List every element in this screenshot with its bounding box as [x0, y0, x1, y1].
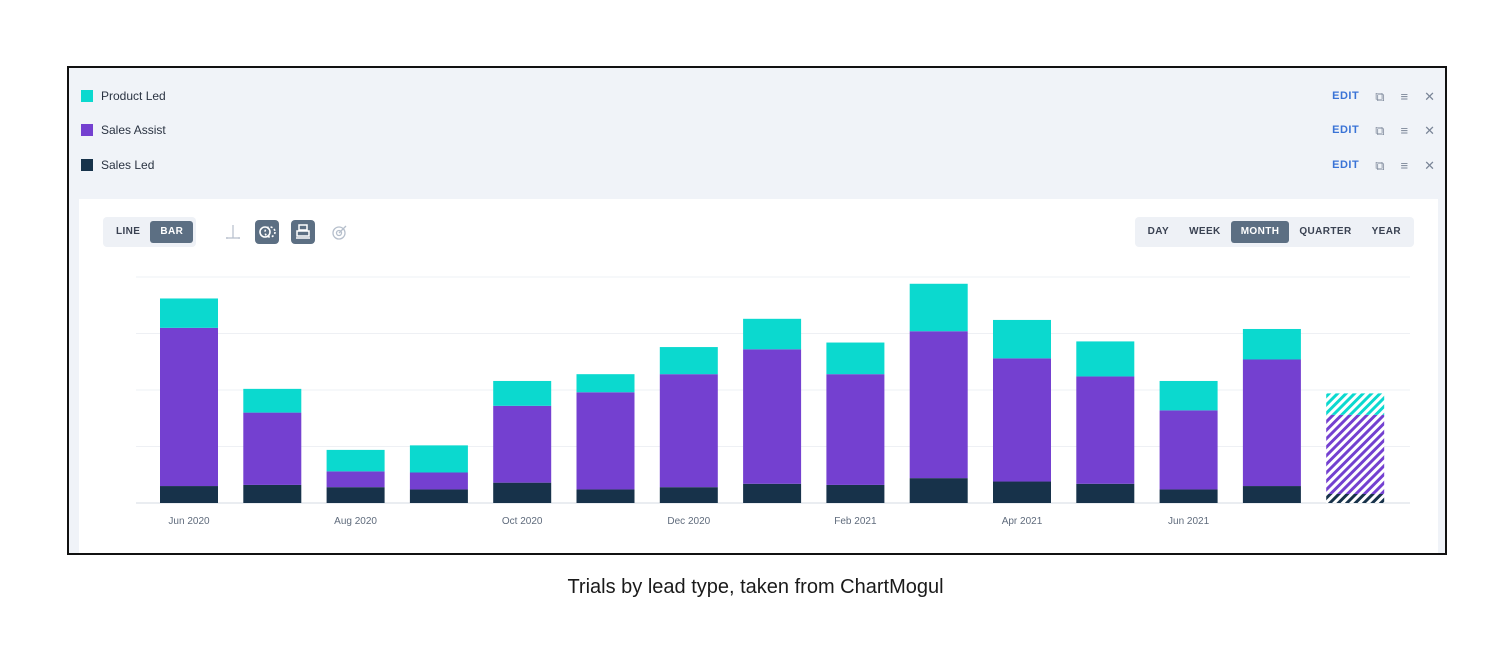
legend-label-sales-assist: Sales Assist: [101, 123, 166, 137]
menu-icon[interactable]: ≡: [1400, 157, 1409, 173]
bar-sales-assist[interactable]: [1326, 414, 1385, 494]
bar-product-led[interactable]: [659, 347, 718, 375]
bar-product-led[interactable]: [576, 374, 635, 393]
chart-panel: LINE BAR DAY WEEK MONTH QUARTER YEAR: [79, 199, 1438, 553]
bar-product-led[interactable]: [160, 298, 218, 328]
bar-sales-assist[interactable]: [493, 405, 552, 483]
bar-sales-assist[interactable]: [1076, 376, 1135, 484]
bar-sales-assist[interactable]: [659, 374, 718, 488]
close-icon[interactable]: ✕: [1424, 122, 1435, 138]
bar-chart: Jun 2020 Aug 2020 Oct 2020 Dec 2020 Feb 2021…: [136, 276, 1410, 527]
bar-sales-assist[interactable]: [826, 374, 885, 485]
menu-icon[interactable]: ≡: [1400, 88, 1409, 104]
x-tick-label: Jun 2021: [1168, 516, 1210, 527]
bar-product-led[interactable]: [493, 380, 552, 406]
bar-sales-led[interactable]: [493, 482, 552, 503]
bar-sales-led[interactable]: [909, 478, 968, 503]
x-tick-label: Oct 2020: [502, 516, 543, 527]
copy-icon[interactable]: ⧉: [1375, 157, 1385, 173]
bar-sales-led[interactable]: [743, 483, 802, 503]
legend-label-product-led: Product Led: [101, 89, 166, 103]
period-month[interactable]: MONTH: [1230, 221, 1290, 243]
x-tick-label: Feb 2021: [834, 516, 877, 527]
period-year[interactable]: YEAR: [1371, 226, 1401, 237]
bar-sales-assist[interactable]: [409, 472, 468, 490]
stack-icon[interactable]: [291, 220, 315, 244]
bar-product-led[interactable]: [1326, 393, 1385, 415]
bar-sales-led[interactable]: [326, 487, 385, 503]
legend-row-sales-led: Sales Led EDIT ⧉ ≡ ✕: [81, 154, 1435, 176]
copy-icon[interactable]: ⧉: [1375, 122, 1385, 138]
legend-row-sales-assist: Sales Assist EDIT ⧉ ≡ ✕: [81, 119, 1435, 141]
legend-label-sales-led: Sales Led: [101, 158, 155, 172]
bar-product-led[interactable]: [409, 445, 468, 473]
legend-swatch-sales-assist: [81, 124, 93, 136]
bar-product-led[interactable]: [909, 283, 968, 332]
bar-sales-assist[interactable]: [993, 358, 1051, 482]
bar-sales-assist[interactable]: [1159, 410, 1218, 490]
bar-sales-led[interactable]: [1242, 486, 1301, 503]
close-icon[interactable]: ✕: [1424, 88, 1435, 104]
legend-actions: EDIT ⧉ ≡ ✕: [1332, 159, 1435, 172]
figure-caption: Trials by lead type, taken from ChartMog…: [567, 576, 944, 598]
bar-sales-assist[interactable]: [743, 349, 802, 484]
period-day[interactable]: DAY: [1147, 226, 1170, 237]
bar-sales-led[interactable]: [1326, 493, 1385, 503]
bar-sales-led[interactable]: [243, 484, 302, 503]
bar-sales-led[interactable]: [993, 481, 1051, 503]
bar-sales-led[interactable]: [576, 489, 635, 503]
bar-sales-assist[interactable]: [243, 412, 302, 485]
legend-swatch-sales-led: [81, 159, 93, 171]
x-tick-label: Jun 2020: [168, 516, 210, 527]
bar-product-led[interactable]: [743, 318, 802, 350]
period-quarter[interactable]: QUARTER: [1299, 226, 1352, 237]
bar-sales-assist[interactable]: [576, 392, 635, 490]
edit-button[interactable]: EDIT: [1332, 124, 1360, 136]
legend-swatch-product-led: [81, 90, 93, 102]
bar-sales-assist[interactable]: [326, 471, 385, 488]
bar-sales-assist[interactable]: [909, 331, 968, 479]
bar-sales-led[interactable]: [160, 486, 218, 503]
bar-sales-led[interactable]: [1159, 489, 1218, 503]
x-tick-label: Aug 2020: [334, 516, 377, 527]
menu-icon[interactable]: ≡: [1400, 122, 1409, 138]
bar-sales-led[interactable]: [659, 487, 718, 503]
bar-toggle[interactable]: BAR: [150, 221, 194, 243]
legend-actions: EDIT ⧉ ≡ ✕: [1332, 124, 1435, 137]
legend-actions: EDIT ⧉ ≡ ✕: [1332, 90, 1435, 103]
edit-button[interactable]: EDIT: [1332, 159, 1360, 171]
chart-widget: Product Led EDIT ⧉ ≡ ✕ Sales Assist EDIT…: [67, 66, 1447, 555]
period-toggle: DAY WEEK MONTH QUARTER YEAR: [1134, 217, 1414, 247]
bar-sales-assist[interactable]: [1242, 359, 1301, 487]
legend-row-product-led: Product Led EDIT ⧉ ≡ ✕: [81, 85, 1435, 107]
bar-product-led[interactable]: [1242, 328, 1301, 360]
bar-product-led[interactable]: [243, 388, 302, 413]
edit-button[interactable]: EDIT: [1332, 90, 1360, 102]
bar-product-led[interactable]: [326, 449, 385, 472]
x-tick-label: Dec 2020: [667, 516, 710, 527]
bar-sales-led[interactable]: [409, 489, 468, 503]
bar-sales-led[interactable]: [826, 484, 885, 503]
axis-icon[interactable]: [221, 220, 245, 244]
goal-icon[interactable]: [328, 220, 352, 244]
x-tick-label: Apr 2021: [1002, 516, 1043, 527]
bar-product-led[interactable]: [1076, 341, 1135, 377]
bar-sales-assist[interactable]: [160, 327, 218, 487]
bar-product-led[interactable]: [993, 319, 1051, 359]
close-icon[interactable]: ✕: [1424, 157, 1435, 173]
bar-product-led[interactable]: [826, 342, 885, 375]
bar-sales-led[interactable]: [1076, 483, 1135, 503]
bar-product-led[interactable]: [1159, 380, 1218, 411]
chart-type-toggle: LINE BAR: [103, 217, 197, 247]
period-week[interactable]: WEEK: [1189, 226, 1221, 237]
line-toggle[interactable]: LINE: [116, 226, 141, 237]
copy-icon[interactable]: ⧉: [1375, 88, 1385, 104]
compare-icon[interactable]: [255, 220, 279, 244]
